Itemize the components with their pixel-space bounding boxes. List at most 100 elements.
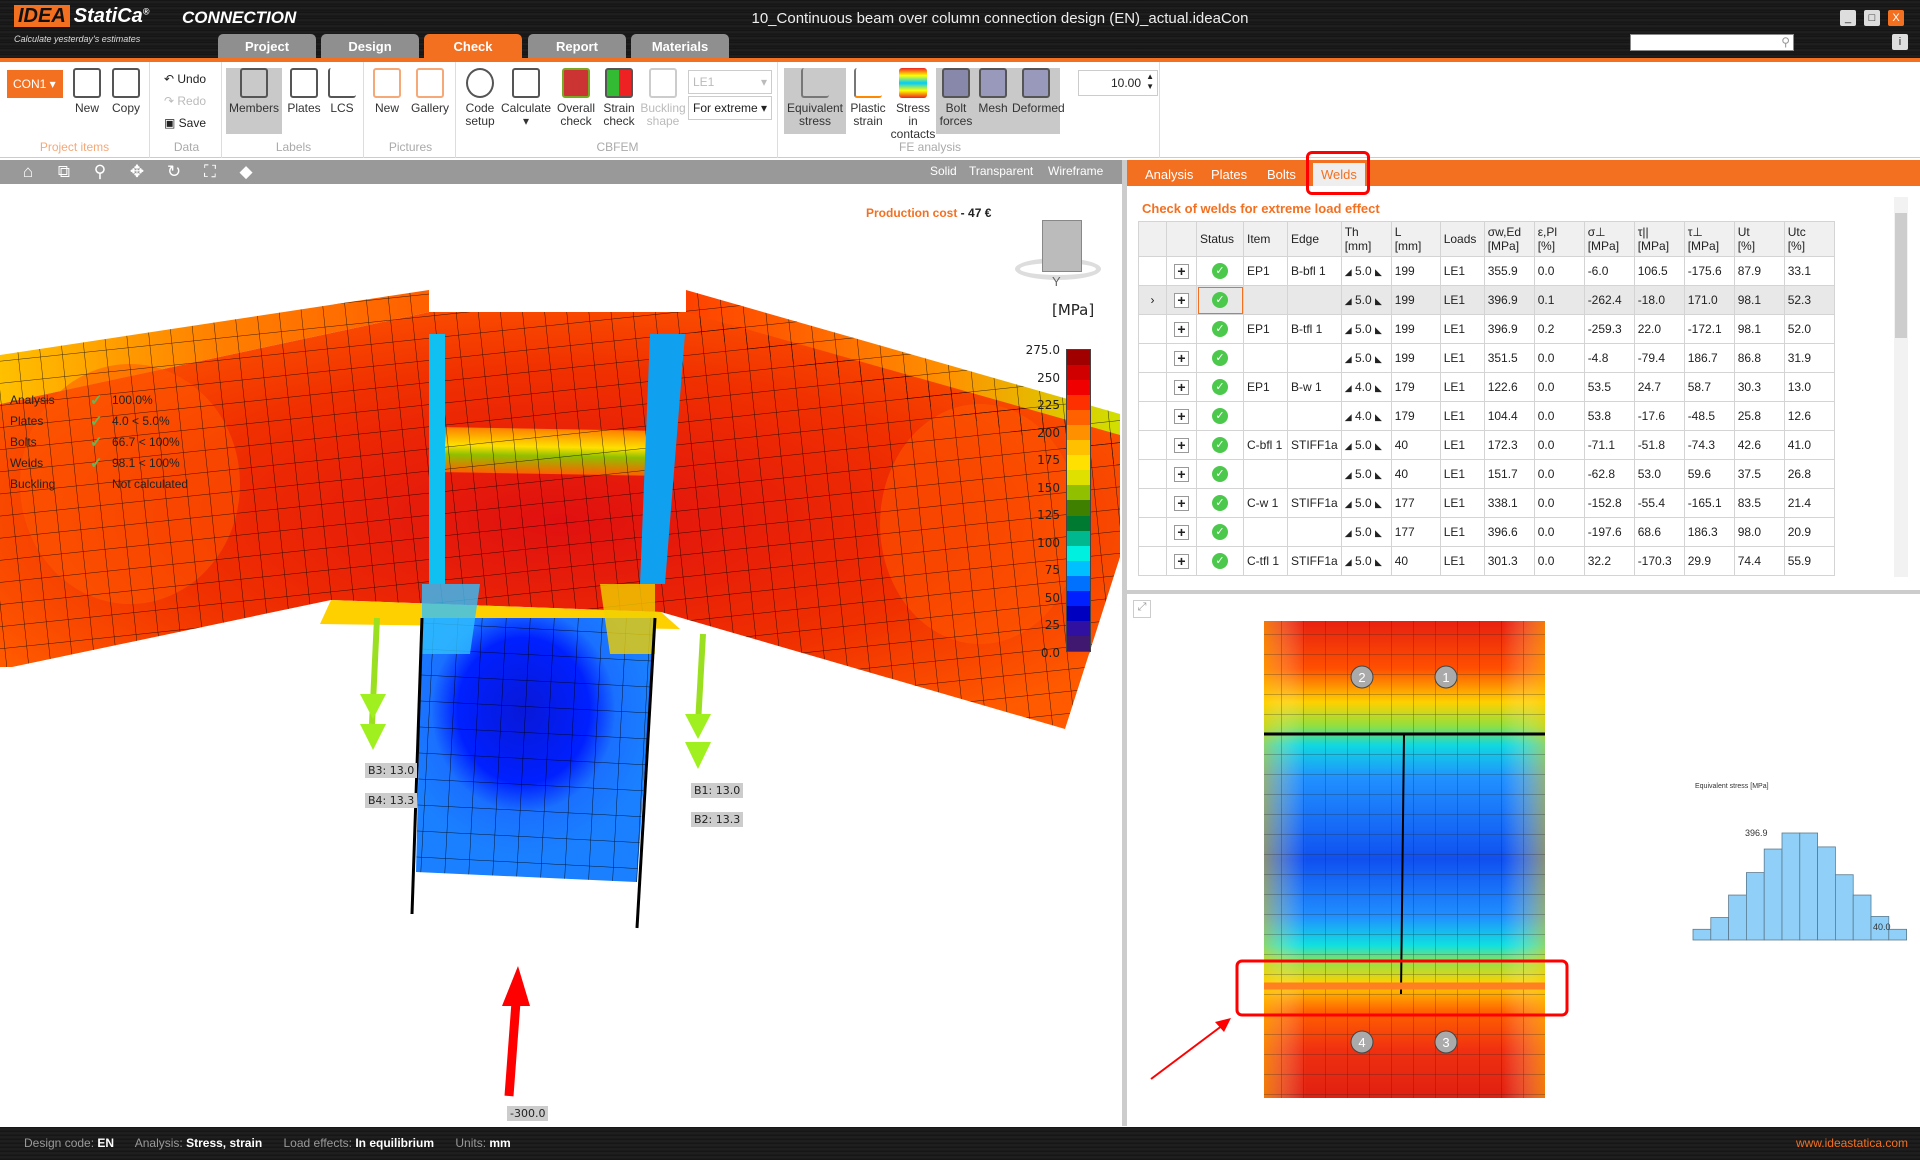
plus-icon[interactable]: +: [1174, 321, 1189, 337]
pan-icon[interactable]: ✥: [129, 162, 145, 181]
expand-cell[interactable]: +: [1166, 459, 1197, 489]
table-row[interactable]: + ✓ C-bfl 1 STIFF1a ◢ 5.0 ◣ 40 LE1 172.3 0.0 -71.…: [1138, 430, 1835, 460]
rotate-icon[interactable]: ↻: [166, 162, 182, 181]
code-setup-button[interactable]: Code setup: [462, 68, 498, 128]
copy-connection-button[interactable]: Copy: [108, 68, 144, 115]
stress-in-contacts-button[interactable]: Stress in contacts: [890, 68, 936, 141]
deformation-scale-input[interactable]: 10.00 ▲ ▼: [1078, 70, 1158, 96]
lcs-button[interactable]: LCS: [326, 68, 358, 115]
column-header[interactable]: L [mm]: [1390, 221, 1441, 257]
new-connection-button[interactable]: New: [70, 68, 104, 115]
table-row[interactable]: + ✓ EP1 B-tfl 1 ◢ 5.0 ◣ 199 LE1 396.9 0.2 -259.3 2…: [1138, 314, 1835, 344]
tab-materials[interactable]: Materials: [631, 34, 729, 59]
table-row[interactable]: + ✓ ◢ 5.0 ◣ 177 LE1 396.6 0.0 -197.6 68.6 186.3 98…: [1138, 517, 1835, 547]
overall-check-button[interactable]: Overall check: [554, 68, 598, 128]
expand-cell[interactable]: +: [1166, 256, 1197, 286]
gallery-button[interactable]: Gallery: [408, 68, 452, 115]
calculate-button[interactable]: Calculate ▾: [500, 68, 552, 128]
column-header[interactable]: Status: [1196, 221, 1244, 257]
close-button[interactable]: X: [1888, 10, 1904, 26]
zoom-window-icon[interactable]: ⧉: [57, 162, 71, 181]
search-input[interactable]: ⚲: [1630, 34, 1794, 51]
tab-analysis[interactable]: Analysis: [1145, 167, 1194, 182]
row-indicator[interactable]: [1138, 517, 1167, 547]
mode-wireframe[interactable]: Wireframe: [1048, 164, 1104, 178]
table-row[interactable]: + ✓ C-tfl 1 STIFF1a ◢ 5.0 ◣ 40 LE1 301.3 0.0 32.2…: [1138, 546, 1835, 576]
load-case-select[interactable]: LE1 ▾: [688, 70, 772, 94]
website-link[interactable]: www.ideastatica.com: [1795, 1136, 1908, 1150]
mode-transparent[interactable]: Transparent: [969, 164, 1034, 178]
save-button[interactable]: ▣ Save: [164, 116, 207, 130]
column-header[interactable]: [1166, 221, 1197, 257]
expand-cell[interactable]: +: [1166, 314, 1197, 344]
plus-icon[interactable]: +: [1174, 263, 1189, 279]
expand-cell[interactable]: +: [1166, 517, 1197, 547]
table-row[interactable]: + ✓ EP1 B-bfl 1 ◢ 5.0 ◣ 199 LE1 355.9 0.0 -6.0 106…: [1138, 256, 1835, 286]
tab-project[interactable]: Project: [218, 34, 316, 59]
expand-cell[interactable]: +: [1166, 488, 1197, 518]
row-indicator[interactable]: [1138, 314, 1167, 344]
table-row[interactable]: + ✓ ◢ 5.0 ◣ 199 LE1 351.5 0.0 -4.8 -79.4 186.7 86.…: [1138, 343, 1835, 373]
tab-check[interactable]: Check: [424, 34, 522, 59]
tab-report[interactable]: Report: [528, 34, 626, 59]
row-indicator[interactable]: [1138, 401, 1167, 431]
members-label-button[interactable]: Members: [226, 68, 282, 134]
row-indicator[interactable]: ›: [1138, 285, 1167, 315]
column-header[interactable]: Loads: [1439, 221, 1485, 257]
expand-cell[interactable]: +: [1166, 372, 1197, 402]
strain-check-button[interactable]: Strain check: [600, 68, 638, 128]
table-row[interactable]: + ✓ C-w 1 STIFF1a ◢ 5.0 ◣ 177 LE1 338.1 0.0 -152.…: [1138, 488, 1835, 518]
column-header[interactable]: Th [mm]: [1340, 221, 1392, 257]
spinner-arrows[interactable]: ▲ ▼: [1146, 72, 1154, 91]
minimize-button[interactable]: _: [1840, 10, 1856, 26]
table-row[interactable]: › + ✓ ◢ 5.0 ◣ 199 LE1 396.9 0.1 -262.4 -18.0 171.0…: [1138, 285, 1835, 315]
equivalent-stress-button[interactable]: Equivalent stress: [784, 68, 846, 134]
row-indicator[interactable]: [1138, 372, 1167, 402]
zoom-icon[interactable]: ⚲: [93, 162, 107, 181]
table-row[interactable]: + ✓ ◢ 5.0 ◣ 40 LE1 151.7 0.0 -62.8 53.0 59.6 37.5 2…: [1138, 459, 1835, 489]
mesh-button[interactable]: Mesh: [976, 68, 1010, 115]
table-row[interactable]: + ✓ ◢ 4.0 ◣ 179 LE1 104.4 0.0 53.8 -17.6 -48.5 25.…: [1138, 401, 1835, 431]
row-indicator[interactable]: [1138, 430, 1167, 460]
plus-icon[interactable]: +: [1174, 292, 1189, 308]
plus-icon[interactable]: +: [1174, 495, 1189, 511]
plus-icon[interactable]: +: [1174, 553, 1189, 569]
maximize-button[interactable]: □: [1864, 10, 1880, 26]
expand-icon[interactable]: ⤢: [1133, 600, 1151, 618]
row-indicator[interactable]: [1138, 546, 1167, 576]
row-indicator[interactable]: [1138, 256, 1167, 286]
table-row[interactable]: + ✓ EP1 B-w 1 ◢ 4.0 ◣ 179 LE1 122.6 0.0 53.5 24.7 5…: [1138, 372, 1835, 402]
view-box-icon[interactable]: ◆: [239, 162, 253, 181]
panel-splitter[interactable]: [1122, 160, 1127, 1126]
column-header[interactable]: σ⊥ [MPa]: [1583, 221, 1635, 257]
mode-solid[interactable]: Solid: [930, 164, 957, 178]
plus-icon[interactable]: +: [1174, 408, 1189, 424]
row-indicator[interactable]: [1138, 343, 1167, 373]
row-indicator[interactable]: [1138, 459, 1167, 489]
tab-bolts[interactable]: Bolts: [1267, 167, 1296, 182]
expand-cell[interactable]: +: [1166, 546, 1197, 576]
expand-cell[interactable]: +: [1166, 343, 1197, 373]
plates-label-button[interactable]: Plates: [286, 68, 322, 115]
zoom-extents-icon[interactable]: ⛶: [204, 162, 216, 181]
deformed-button[interactable]: Deformed: [1012, 68, 1065, 115]
view-cube[interactable]: Y: [1010, 220, 1105, 290]
connection-dropdown[interactable]: CON1 ▾: [7, 70, 63, 98]
plus-icon[interactable]: +: [1174, 466, 1189, 482]
stress-model[interactable]: [0, 184, 1122, 1126]
scrollbar-thumb[interactable]: [1895, 213, 1907, 338]
column-header[interactable]: σw,Ed [MPa]: [1483, 221, 1535, 257]
row-indicator[interactable]: [1138, 488, 1167, 518]
plus-icon[interactable]: +: [1174, 350, 1189, 366]
buckling-shape-button[interactable]: Buckling shape: [640, 68, 686, 128]
expand-cell[interactable]: +: [1166, 401, 1197, 431]
3d-viewer[interactable]: B3: 13.0 B4: 13.3 B1: 13.0 B2: 13.3 -300…: [0, 184, 1122, 1126]
redo-button[interactable]: ↷ Redo: [164, 94, 207, 108]
expand-cell[interactable]: +: [1166, 285, 1197, 315]
column-header[interactable]: ε,Pl [%]: [1533, 221, 1585, 257]
bolt-forces-button[interactable]: Bolt forces: [938, 68, 974, 128]
tab-welds[interactable]: Welds: [1313, 163, 1365, 186]
column-header[interactable]: Ut [%]: [1733, 221, 1785, 257]
column-header[interactable]: τ|| [MPa]: [1633, 221, 1685, 257]
undo-button[interactable]: ↶ Undo: [164, 72, 207, 86]
